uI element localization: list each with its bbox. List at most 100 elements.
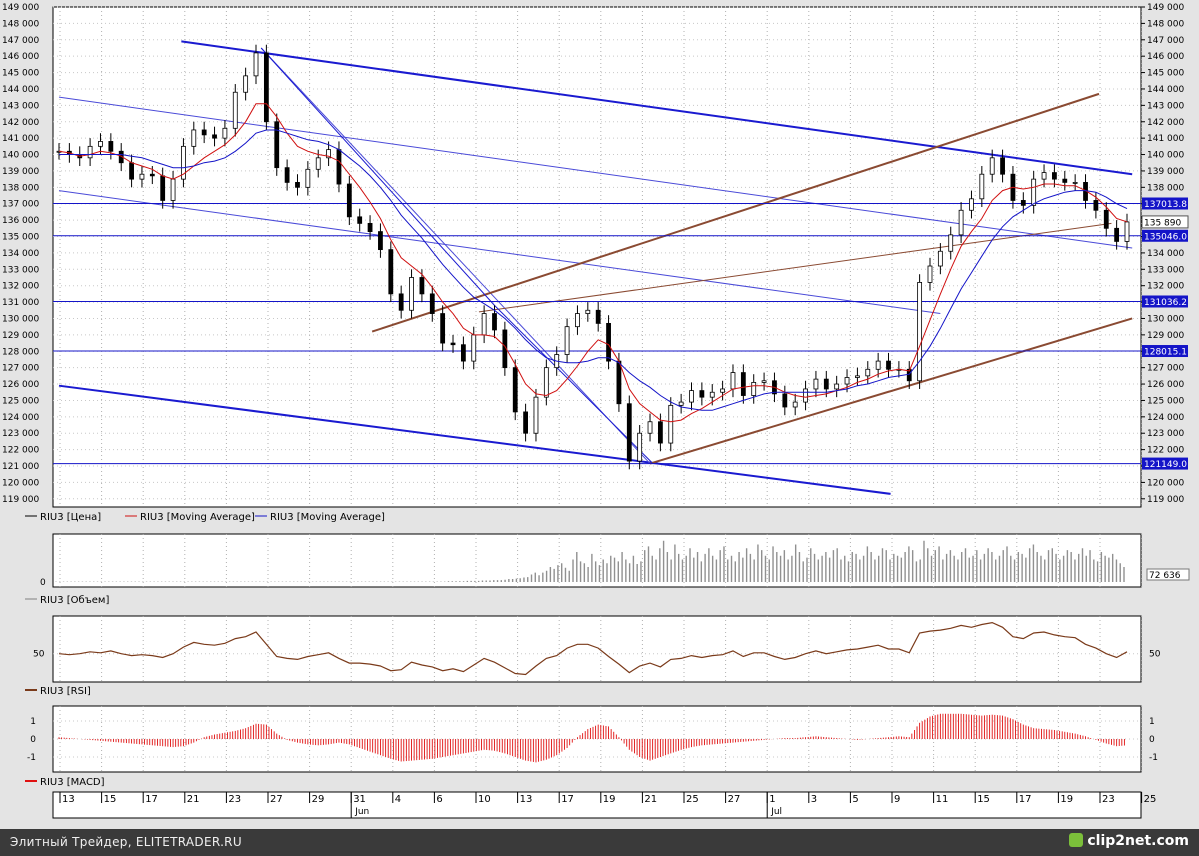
y-tick-label-right: 142 000	[1147, 118, 1184, 128]
month-label: Jul	[770, 807, 782, 817]
price-candle	[803, 388, 808, 403]
mid-channel-lower-line	[58, 190, 941, 315]
level-label-bg	[1142, 457, 1188, 470]
clip-icon	[1069, 833, 1084, 847]
price-candle	[1072, 182, 1078, 184]
x-tick-label: 21	[187, 794, 200, 805]
price-candle	[647, 421, 653, 434]
price-candle	[855, 375, 860, 378]
y-tick-label-right: 130 000	[1147, 314, 1184, 324]
level-label: 128015.1	[1144, 348, 1187, 358]
y-tick-label: 120 000	[2, 478, 39, 488]
y-tick-label: 123 000	[2, 429, 39, 439]
x-axis-box	[52, 791, 1142, 819]
x-tick-label: 17	[561, 794, 574, 805]
price-candle	[823, 378, 829, 390]
x-tick-label: 21	[644, 794, 657, 805]
price-candle	[108, 141, 114, 152]
y-tick-label-right: 127 000	[1147, 364, 1184, 374]
y-tick-label: 134 000	[2, 249, 39, 259]
channel-upper-line	[181, 40, 1133, 176]
volume-last-box	[1146, 568, 1190, 581]
price-candle	[1000, 157, 1005, 175]
price-candle	[875, 360, 881, 370]
price-candle	[637, 432, 643, 462]
y-tick-label: 140 000	[2, 151, 39, 161]
price-candle	[263, 52, 269, 123]
price-candle	[367, 222, 373, 232]
macd-y-tick: -1	[27, 753, 36, 763]
y-tick-label: 135 000	[2, 233, 39, 243]
y-tick-label-right: 147 000	[1147, 36, 1184, 46]
y-tick-label-right: 122 000	[1147, 446, 1184, 456]
price-candle	[398, 293, 404, 311]
x-tick-label: 31	[353, 794, 366, 805]
price-candle	[388, 249, 394, 295]
brand-logo[interactable]: clip2net.com	[1069, 833, 1189, 849]
price-candle	[730, 372, 736, 390]
price-candle	[989, 157, 995, 175]
price-candle	[243, 75, 249, 93]
price-candle	[378, 231, 383, 251]
y-tick-label: 122 000	[2, 446, 39, 456]
brown-mid-line	[478, 222, 1112, 313]
y-tick-label: 149 000	[2, 3, 39, 13]
price-candle	[201, 129, 207, 136]
price-bars	[56, 44, 1130, 470]
price-candle	[699, 390, 705, 398]
price-candle	[948, 234, 954, 252]
price-candle	[844, 377, 850, 385]
x-tick-label: 25	[686, 794, 699, 805]
y-tick-label-right: 140 000	[1147, 151, 1184, 161]
price-candle	[232, 91, 238, 129]
price-candle	[139, 173, 145, 180]
x-tick-label: 4	[395, 794, 401, 805]
price-candle	[626, 403, 632, 462]
y-tick-label: 121 000	[2, 462, 39, 472]
price-candle	[1062, 178, 1068, 183]
y-tick-label: 143 000	[2, 101, 39, 111]
y-tick-label-right: 126 000	[1147, 380, 1184, 390]
price-candle	[336, 149, 342, 185]
rsi-grid	[53, 616, 1143, 682]
mid-channel-line	[58, 96, 1133, 249]
price-panel	[52, 6, 1142, 508]
y-tick-label-right: 139 000	[1147, 167, 1184, 177]
price-candle	[523, 411, 529, 434]
x-tick-label: 27	[270, 794, 283, 805]
brown-channel-upper	[371, 92, 1100, 333]
price-candle	[886, 360, 891, 370]
price-candle	[1093, 200, 1099, 211]
price-candle	[284, 167, 290, 183]
price-candle	[657, 421, 663, 444]
price-candle	[512, 367, 518, 413]
y-tick-label: 119 000	[2, 495, 39, 505]
y-tick-label-right: 149 000	[1147, 3, 1184, 13]
x-tick-label: 10	[478, 794, 491, 805]
x-tick-label: 23	[1102, 794, 1115, 805]
y-tick-label: 129 000	[2, 331, 39, 341]
price-candle	[492, 313, 497, 331]
price-candle	[865, 368, 871, 377]
level-label-bg	[1142, 197, 1188, 210]
horizontal-levels: 137013.8 135046.0 131036.2 128015.1 121149.0…	[53, 197, 1189, 470]
brown-channel-lower	[649, 317, 1133, 465]
price-candle	[191, 129, 197, 147]
level-label: 131036.2	[1144, 298, 1187, 308]
y-tick-label-right: 145 000	[1147, 69, 1184, 79]
price-candle	[533, 396, 539, 434]
y-tick-label-right: 133 000	[1147, 265, 1184, 275]
moving-average-slow-line	[59, 129, 1128, 411]
price-candle	[834, 383, 840, 390]
price-candle	[419, 277, 425, 295]
fan-line	[260, 47, 495, 306]
price-candle	[1041, 172, 1047, 180]
x-tick-label: 17	[1019, 794, 1032, 805]
moving-average-fast-line	[58, 103, 1128, 423]
price-candle	[678, 401, 684, 406]
price-candle	[595, 309, 601, 324]
price-candle	[616, 360, 622, 405]
price-candle	[606, 322, 611, 362]
